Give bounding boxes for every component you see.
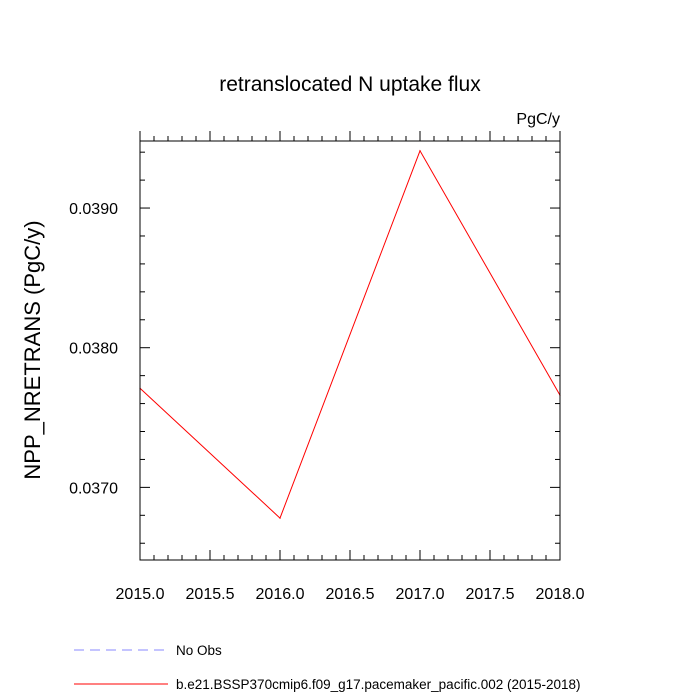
plot-frame bbox=[139, 140, 561, 561]
data-point bbox=[279, 517, 281, 519]
data-point bbox=[419, 150, 421, 152]
x-tick-label: 2018.0 bbox=[536, 586, 585, 603]
x-tick-label: 2016.0 bbox=[256, 586, 305, 603]
y-axis-label: NPP_NRETRANS (PgC/y) bbox=[20, 220, 45, 479]
y-tick-label: 0.0370 bbox=[69, 480, 118, 497]
series-line-0 bbox=[139, 149, 561, 519]
x-tick-label: 2015.0 bbox=[116, 586, 165, 603]
x-tick-label: 2017.0 bbox=[396, 586, 445, 603]
legend-label: No Obs bbox=[176, 643, 222, 658]
y-tick-label: 0.0390 bbox=[69, 201, 118, 218]
x-tick-label: 2017.5 bbox=[466, 586, 515, 603]
axis-ticks bbox=[139, 131, 561, 560]
series-layer bbox=[139, 149, 561, 519]
y-tick-label: 0.0380 bbox=[69, 341, 118, 358]
tick-labels: 2015.0 2015.5 2016.0 2016.5 2017.0 2017.5 2018… bbox=[69, 201, 585, 603]
units-label: PgC/y bbox=[516, 111, 560, 128]
legend-label: b.e21.BSSP370cmip6.f09_g17.pacemaker_pac… bbox=[176, 677, 581, 692]
x-tick-label: 2015.5 bbox=[186, 586, 235, 603]
legend: No Obs b.e21.BSSP370cmip6.f09_g17.pacemak… bbox=[74, 643, 581, 692]
x-tick-label: 2016.5 bbox=[326, 586, 375, 603]
chart-title: retranslocated N uptake flux bbox=[219, 73, 481, 96]
